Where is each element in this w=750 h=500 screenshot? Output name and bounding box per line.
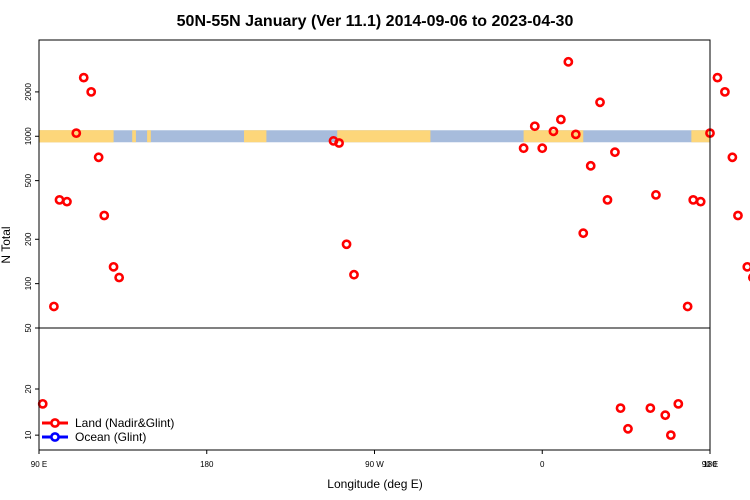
data-point xyxy=(720,87,730,97)
data-points xyxy=(37,56,750,441)
data-point xyxy=(747,273,750,282)
data-point xyxy=(665,430,676,441)
legend-label: Ocean (Glint) xyxy=(75,430,146,444)
data-point xyxy=(37,398,48,409)
data-point xyxy=(610,147,620,158)
data-point xyxy=(651,190,661,200)
data-point xyxy=(615,403,626,414)
data-point xyxy=(623,423,633,434)
land-segment xyxy=(244,130,267,143)
y-axis-label: N Total xyxy=(0,226,13,263)
land-segment xyxy=(147,130,151,143)
data-point xyxy=(645,403,656,414)
x-tick-label: 180 xyxy=(200,460,214,469)
data-point xyxy=(86,87,97,97)
y-tick-label: 2000 xyxy=(24,82,33,100)
data-point xyxy=(54,194,65,205)
data-point xyxy=(529,121,540,132)
data-point xyxy=(682,301,693,312)
data-point xyxy=(78,72,89,83)
y-tick-label: 1000 xyxy=(24,127,33,145)
data-point xyxy=(341,239,352,250)
legend-marker xyxy=(50,432,60,442)
data-point xyxy=(695,196,706,207)
data-point xyxy=(570,129,581,140)
land-mask-band xyxy=(39,130,710,143)
data-point xyxy=(99,210,110,221)
data-point xyxy=(518,143,529,154)
data-point xyxy=(108,261,119,272)
data-point xyxy=(602,194,613,205)
data-point xyxy=(548,126,559,137)
land-segment xyxy=(523,130,584,143)
data-point xyxy=(733,210,743,221)
data-point xyxy=(349,269,359,280)
data-point xyxy=(595,97,605,108)
data-point xyxy=(585,160,596,171)
legend-label: Land (Nadir&Glint) xyxy=(75,416,174,430)
data-point xyxy=(673,398,684,409)
x-tick-label: 90 W xyxy=(365,460,384,469)
y-tick-label: 200 xyxy=(24,232,33,246)
data-point xyxy=(334,138,344,148)
land-segment xyxy=(132,130,136,143)
plot-frame xyxy=(38,39,711,451)
data-point xyxy=(688,194,699,205)
data-point xyxy=(71,128,82,139)
y-tick-label: 50 xyxy=(24,323,33,332)
chart-title: 50N-55N January (Ver 11.1) 2014-09-06 to… xyxy=(177,13,574,30)
data-point xyxy=(555,114,566,125)
data-point xyxy=(727,152,738,163)
y-tick-label: 20 xyxy=(24,384,33,393)
y-tick-label: 100 xyxy=(24,276,33,290)
land-segment xyxy=(337,130,431,143)
x-tick-label: 180 xyxy=(703,460,717,469)
x-tick-label: 0 xyxy=(540,460,545,469)
data-point xyxy=(660,410,671,421)
data-point xyxy=(578,228,589,239)
x-tick-label: 90 E xyxy=(31,460,47,469)
data-point xyxy=(114,272,125,283)
data-point xyxy=(712,72,723,83)
y-axis: 100 200 500 1000 2000 50 10 20 xyxy=(24,82,39,440)
data-point xyxy=(563,56,574,67)
data-point xyxy=(49,301,59,312)
x-axis-label: Longitude (deg E) xyxy=(327,477,422,491)
data-point xyxy=(537,143,548,154)
y-tick-label: 500 xyxy=(24,173,33,187)
data-point xyxy=(742,261,750,272)
data-point xyxy=(93,152,104,163)
x-tick-label: 90 E xyxy=(702,460,718,469)
y-tick-label: 10 xyxy=(24,430,33,439)
legend: Land (Nadir&Glint)Ocean (Glint) xyxy=(42,416,174,444)
data-point xyxy=(62,196,72,207)
legend-marker xyxy=(50,418,60,428)
